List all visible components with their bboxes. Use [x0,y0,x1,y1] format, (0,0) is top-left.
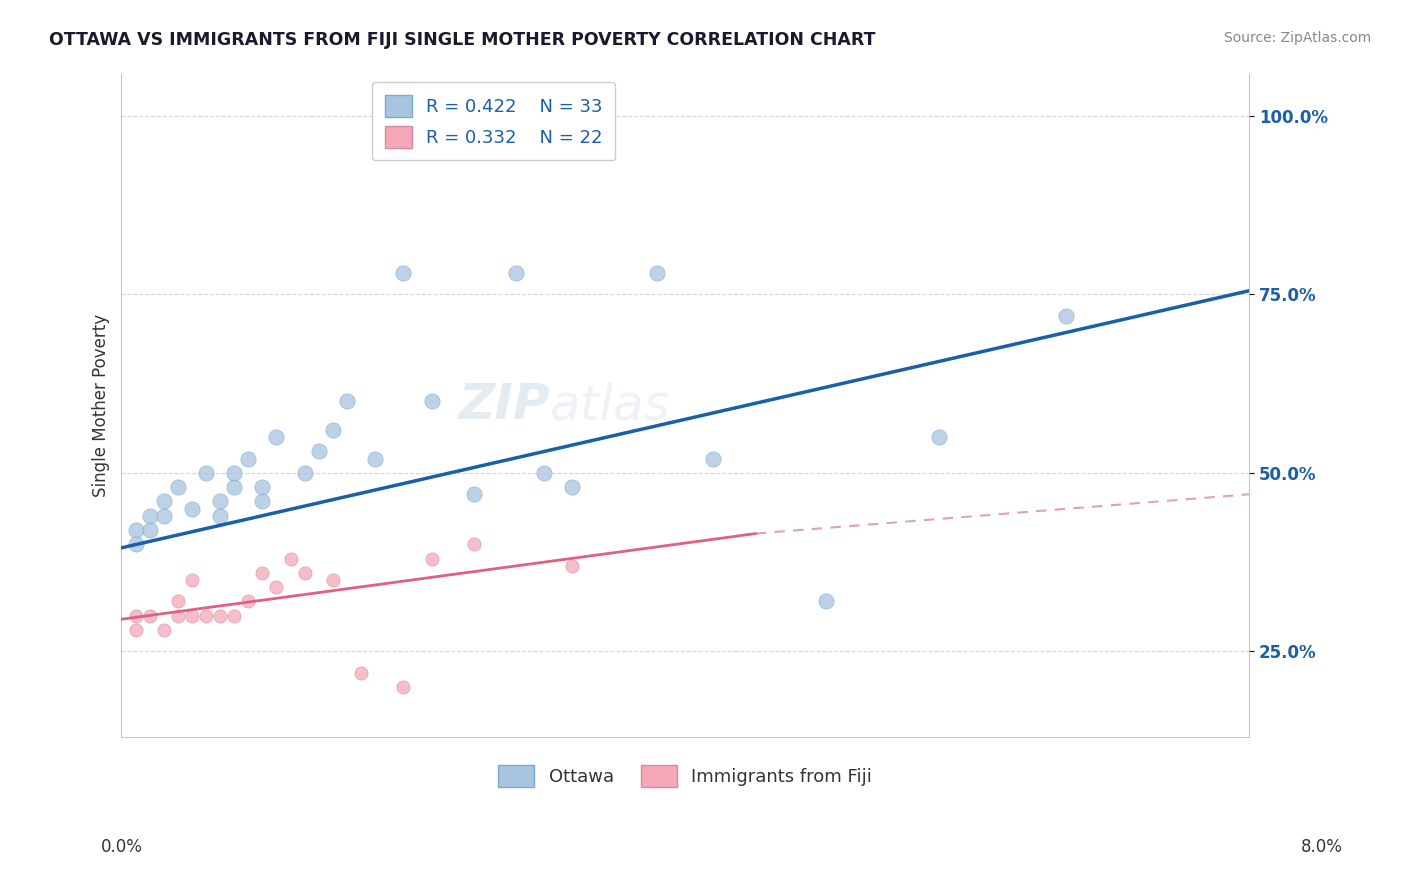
Text: atlas: atlas [550,381,671,429]
Text: 0.0%: 0.0% [101,838,143,856]
Point [928,430,950,444]
Point [152,623,174,637]
Point [252,566,274,580]
Point [294,566,316,580]
Point [1054,309,1077,323]
Point [138,523,160,537]
Point [463,537,485,551]
Point [561,558,583,573]
Point [420,394,443,409]
Point [645,266,668,280]
Point [166,608,188,623]
Point [138,508,160,523]
Text: Source: ZipAtlas.com: Source: ZipAtlas.com [1223,31,1371,45]
Point [138,608,160,623]
Point [392,266,415,280]
Point [152,494,174,508]
Point [224,466,246,480]
Point [124,537,146,551]
Point [336,394,359,409]
Point [392,680,415,694]
Point [209,494,232,508]
Text: OTTAWA VS IMMIGRANTS FROM FIJI SINGLE MOTHER POVERTY CORRELATION CHART: OTTAWA VS IMMIGRANTS FROM FIJI SINGLE MO… [49,31,876,49]
Point [166,594,188,608]
Point [152,508,174,523]
Point [350,665,373,680]
Point [294,466,316,480]
Point [364,451,387,466]
Point [702,451,724,466]
Point [463,487,485,501]
Point [238,451,260,466]
Point [420,551,443,566]
Legend: Ottawa, Immigrants from Fiji: Ottawa, Immigrants from Fiji [491,758,880,795]
Point [180,573,202,587]
Point [209,508,232,523]
Point [195,608,218,623]
Point [180,608,202,623]
Point [252,494,274,508]
Point [308,444,330,458]
Point [166,480,188,494]
Text: ZIP: ZIP [458,381,550,429]
Point [322,423,344,437]
Point [124,523,146,537]
Point [266,430,288,444]
Text: 8.0%: 8.0% [1301,838,1343,856]
Point [815,594,838,608]
Point [124,623,146,637]
Point [322,573,344,587]
Point [561,480,583,494]
Point [224,608,246,623]
Point [533,466,555,480]
Point [252,480,274,494]
Point [266,580,288,594]
Point [224,480,246,494]
Point [505,266,527,280]
Point [209,608,232,623]
Point [280,551,302,566]
Point [180,501,202,516]
Point [238,594,260,608]
Point [195,466,218,480]
Point [124,608,146,623]
Y-axis label: Single Mother Poverty: Single Mother Poverty [93,313,110,497]
